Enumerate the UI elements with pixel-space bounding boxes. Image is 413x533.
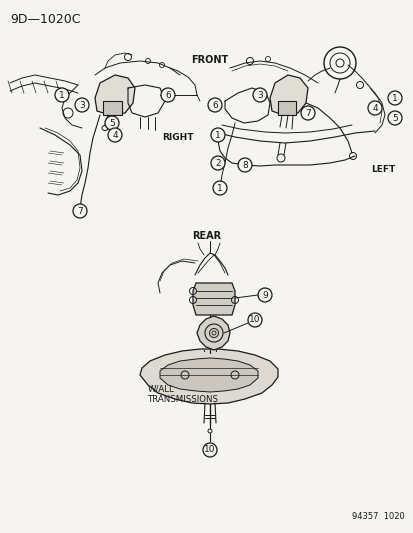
Polygon shape — [269, 75, 307, 115]
Text: 1: 1 — [216, 183, 222, 192]
Polygon shape — [192, 283, 235, 315]
Text: 10: 10 — [204, 446, 215, 455]
Text: LEFT: LEFT — [370, 165, 394, 174]
Text: 6: 6 — [165, 91, 171, 100]
Text: REAR: REAR — [192, 231, 221, 241]
Circle shape — [252, 88, 266, 102]
Circle shape — [207, 98, 221, 112]
Text: 1: 1 — [59, 91, 65, 100]
Polygon shape — [95, 75, 135, 115]
Text: W/ALL
TRANSMISSIONS: W/ALL TRANSMISSIONS — [147, 385, 218, 405]
Text: 9D—1020C: 9D—1020C — [10, 13, 80, 26]
Circle shape — [237, 158, 252, 172]
Text: 8: 8 — [242, 160, 247, 169]
Text: 9: 9 — [261, 290, 267, 300]
Circle shape — [257, 288, 271, 302]
Circle shape — [247, 313, 261, 327]
Circle shape — [75, 98, 89, 112]
Circle shape — [73, 204, 87, 218]
Polygon shape — [103, 101, 122, 115]
Text: 3: 3 — [79, 101, 85, 109]
Text: 4: 4 — [112, 131, 118, 140]
Text: 1: 1 — [391, 93, 397, 102]
Text: 5: 5 — [109, 118, 114, 127]
Text: 10: 10 — [249, 316, 260, 325]
Circle shape — [55, 88, 69, 102]
Text: 7: 7 — [77, 206, 83, 215]
Circle shape — [387, 91, 401, 105]
Text: 2: 2 — [215, 158, 220, 167]
Circle shape — [105, 116, 119, 130]
Circle shape — [211, 128, 224, 142]
Text: 94357  1020: 94357 1020 — [351, 512, 404, 521]
Circle shape — [211, 156, 224, 170]
Polygon shape — [140, 349, 277, 404]
Circle shape — [161, 88, 175, 102]
Circle shape — [367, 101, 381, 115]
Polygon shape — [197, 316, 230, 350]
Text: RIGHT: RIGHT — [161, 133, 193, 142]
Text: FRONT: FRONT — [191, 55, 228, 65]
Text: 7: 7 — [304, 109, 310, 117]
Text: 3: 3 — [256, 91, 262, 100]
Text: 4: 4 — [371, 103, 377, 112]
Text: 6: 6 — [211, 101, 217, 109]
Text: 1: 1 — [215, 131, 221, 140]
Circle shape — [300, 106, 314, 120]
Circle shape — [387, 111, 401, 125]
Circle shape — [212, 181, 226, 195]
Circle shape — [108, 128, 122, 142]
Polygon shape — [277, 101, 295, 115]
Text: 5: 5 — [391, 114, 397, 123]
Polygon shape — [159, 358, 257, 392]
Circle shape — [202, 443, 216, 457]
